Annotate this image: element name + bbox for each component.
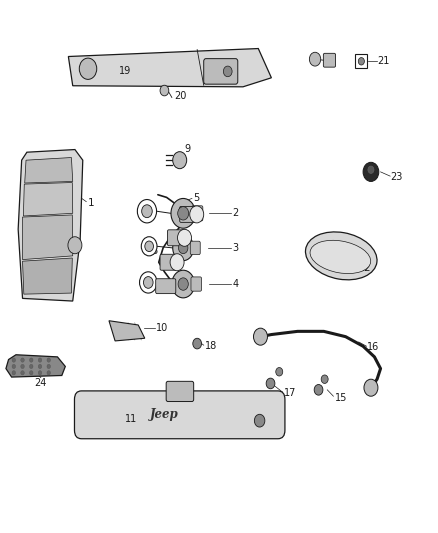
Circle shape [12, 365, 15, 368]
Circle shape [171, 198, 195, 228]
Circle shape [172, 270, 194, 298]
Circle shape [314, 384, 323, 395]
Text: 5: 5 [193, 193, 199, 204]
Circle shape [145, 241, 153, 252]
FancyBboxPatch shape [192, 206, 203, 221]
Polygon shape [109, 321, 145, 341]
Circle shape [29, 365, 33, 368]
Circle shape [364, 379, 378, 396]
Circle shape [170, 254, 184, 271]
Text: 6: 6 [151, 246, 157, 255]
Text: 1: 1 [88, 198, 95, 208]
Circle shape [38, 365, 42, 368]
Text: 7: 7 [145, 211, 151, 221]
FancyBboxPatch shape [190, 241, 200, 255]
Text: 15: 15 [335, 393, 347, 403]
Circle shape [79, 58, 97, 79]
Polygon shape [68, 49, 272, 87]
Circle shape [12, 358, 15, 362]
Circle shape [38, 370, 42, 375]
Circle shape [141, 205, 152, 217]
Circle shape [190, 206, 204, 223]
Text: 24: 24 [35, 378, 47, 388]
Circle shape [68, 237, 82, 254]
Circle shape [363, 163, 379, 181]
Circle shape [178, 278, 188, 290]
Text: 19: 19 [119, 66, 131, 76]
Text: 10: 10 [155, 322, 168, 333]
FancyBboxPatch shape [167, 230, 183, 246]
Circle shape [173, 235, 194, 261]
Text: 8: 8 [147, 282, 153, 292]
Circle shape [178, 207, 189, 220]
Text: 2: 2 [232, 208, 238, 219]
Circle shape [138, 199, 156, 223]
Text: Jeep: Jeep [150, 408, 178, 421]
Circle shape [12, 370, 15, 375]
FancyBboxPatch shape [191, 277, 201, 291]
Circle shape [223, 66, 232, 77]
Circle shape [21, 365, 24, 368]
Text: 23: 23 [390, 172, 403, 182]
Text: 16: 16 [367, 342, 380, 352]
Circle shape [21, 370, 24, 375]
Circle shape [141, 237, 157, 256]
Polygon shape [18, 150, 83, 301]
Circle shape [47, 365, 50, 368]
Circle shape [29, 358, 33, 362]
Circle shape [309, 52, 321, 66]
Polygon shape [23, 182, 73, 216]
FancyBboxPatch shape [74, 391, 285, 439]
Circle shape [266, 378, 275, 389]
Polygon shape [22, 258, 72, 294]
FancyBboxPatch shape [323, 53, 336, 67]
Text: 3: 3 [232, 243, 238, 253]
Polygon shape [22, 215, 73, 260]
Circle shape [178, 242, 188, 254]
Circle shape [276, 368, 283, 376]
FancyBboxPatch shape [160, 254, 176, 270]
Circle shape [29, 370, 33, 375]
Circle shape [368, 166, 374, 173]
Text: 4: 4 [232, 279, 238, 289]
Circle shape [38, 358, 42, 362]
Circle shape [321, 375, 328, 383]
Circle shape [160, 85, 169, 96]
Ellipse shape [305, 232, 377, 280]
Circle shape [177, 229, 191, 246]
FancyBboxPatch shape [166, 381, 194, 401]
Circle shape [140, 272, 157, 293]
Circle shape [144, 277, 153, 288]
Circle shape [254, 328, 268, 345]
Text: 22: 22 [359, 263, 371, 272]
Circle shape [21, 358, 24, 362]
Text: 18: 18 [205, 341, 217, 351]
Ellipse shape [310, 240, 371, 273]
Polygon shape [25, 158, 73, 183]
Circle shape [47, 358, 50, 362]
Text: 11: 11 [125, 414, 138, 424]
Circle shape [47, 370, 50, 375]
FancyBboxPatch shape [355, 54, 367, 68]
Text: 20: 20 [174, 91, 187, 101]
FancyBboxPatch shape [180, 206, 195, 222]
Text: 9: 9 [184, 144, 191, 154]
FancyBboxPatch shape [204, 59, 238, 84]
Circle shape [358, 58, 364, 65]
Circle shape [173, 152, 187, 168]
Text: 21: 21 [377, 56, 389, 66]
Circle shape [193, 338, 201, 349]
FancyBboxPatch shape [155, 279, 176, 294]
Text: 17: 17 [284, 388, 296, 398]
Polygon shape [6, 355, 65, 377]
Circle shape [254, 414, 265, 427]
